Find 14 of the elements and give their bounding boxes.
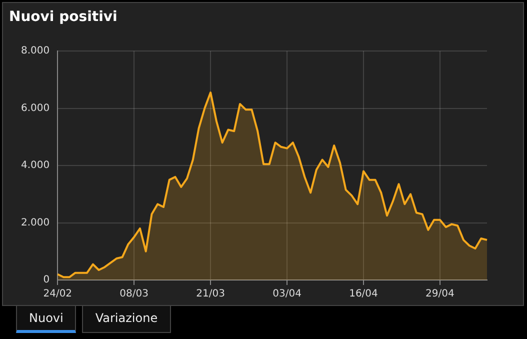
y-tick-label: 4.000 bbox=[20, 160, 50, 172]
y-tick-label: 8.000 bbox=[20, 46, 50, 57]
x-tick-label: 21/03 bbox=[196, 288, 225, 300]
y-tick-label: 2.000 bbox=[20, 217, 50, 228]
text: Variazione bbox=[82, 306, 171, 333]
text: Nuovi bbox=[16, 306, 76, 333]
y-tick-label: 6.000 bbox=[20, 102, 50, 114]
x-tick-label: 03/04 bbox=[272, 288, 302, 300]
y-tick-label: 0 bbox=[43, 274, 50, 286]
x-tick-label: 29/04 bbox=[426, 288, 454, 300]
x-tick-label: 08/03 bbox=[120, 288, 149, 300]
x-tick-label: 16/04 bbox=[349, 288, 378, 300]
x-tick-label: 24/02 bbox=[43, 288, 72, 300]
chart-title: Nuovi positivi bbox=[9, 9, 118, 25]
